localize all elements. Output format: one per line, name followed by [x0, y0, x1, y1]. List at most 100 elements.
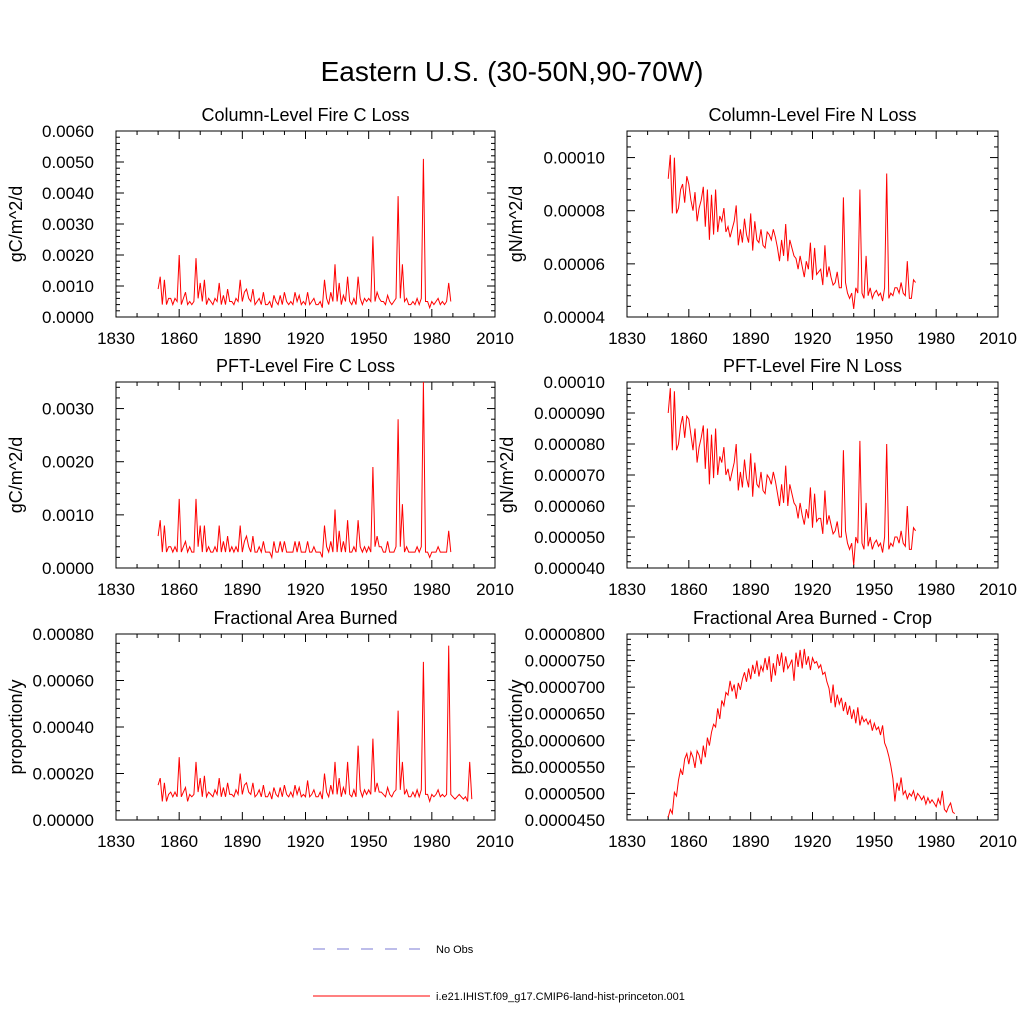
panel-title: Fractional Area Burned — [213, 608, 397, 628]
y-tick-label: 0.00006 — [544, 255, 605, 274]
page-title: Eastern U.S. (30-50N,90-70W) — [320, 56, 704, 87]
y-axis-label: gC/m^2/d — [6, 437, 26, 513]
y-axis-label: gN/m^2/d — [497, 437, 517, 513]
y-tick-label: 0.0000700 — [525, 678, 605, 697]
y-tick-label: 0.00010 — [544, 373, 605, 392]
y-tick-label: 0.0020 — [42, 246, 94, 265]
y-tick-label: 0.00020 — [33, 765, 94, 784]
x-tick-label: 1950 — [855, 580, 893, 599]
x-tick-label: 2010 — [979, 329, 1017, 348]
x-tick-label: 1950 — [350, 329, 388, 348]
x-tick-label: 1950 — [350, 832, 388, 851]
y-tick-label: 0.00000 — [33, 811, 94, 830]
data-series-line — [157, 158, 452, 310]
x-tick-label: 1920 — [794, 832, 832, 851]
y-tick-label: 0.0010 — [42, 277, 94, 296]
y-tick-label: 0.000070 — [534, 466, 605, 485]
data-series-line — [667, 154, 916, 310]
x-tick-label: 1980 — [917, 832, 955, 851]
x-tick-label: 1950 — [350, 580, 388, 599]
x-tick-label: 1890 — [223, 329, 261, 348]
x-tick-label: 1920 — [794, 580, 832, 599]
panel-title: PFT-Level Fire C Loss — [216, 356, 395, 376]
x-tick-label: 1860 — [160, 329, 198, 348]
x-tick-label: 1890 — [223, 580, 261, 599]
y-tick-label: 0.0060 — [42, 122, 94, 141]
x-tick-label: 1830 — [97, 832, 135, 851]
y-tick-label: 0.0030 — [42, 215, 94, 234]
x-tick-label: 1860 — [160, 580, 198, 599]
y-tick-label: 0.0000 — [42, 308, 94, 327]
x-tick-label: 1860 — [670, 329, 708, 348]
x-tick-label: 1830 — [97, 580, 135, 599]
data-series-line — [667, 388, 917, 565]
x-tick-label: 1980 — [413, 580, 451, 599]
y-tick-label: 0.00008 — [544, 202, 605, 221]
y-axis-label: gC/m^2/d — [6, 186, 26, 262]
x-tick-label: 1890 — [223, 832, 261, 851]
y-tick-label: 0.0050 — [42, 153, 94, 172]
x-tick-label: 1830 — [608, 329, 646, 348]
x-tick-label: 1830 — [608, 580, 646, 599]
y-tick-label: 0.0000800 — [525, 625, 605, 644]
panel-title: Fractional Area Burned - Crop — [693, 608, 932, 628]
panel-title: PFT-Level Fire N Loss — [723, 356, 902, 376]
y-tick-label: 0.0020 — [42, 453, 94, 472]
x-tick-label: 1890 — [732, 329, 770, 348]
x-tick-label: 1860 — [670, 580, 708, 599]
y-tick-label: 0.00080 — [33, 625, 94, 644]
panel-title: Column-Level Fire C Loss — [201, 105, 409, 125]
y-tick-label: 0.00004 — [544, 308, 605, 327]
x-tick-label: 1980 — [917, 329, 955, 348]
x-tick-label: 2010 — [476, 832, 514, 851]
y-tick-label: 0.000080 — [534, 435, 605, 454]
x-tick-label: 1920 — [794, 329, 832, 348]
y-axis-label: gN/m^2/d — [506, 186, 526, 262]
x-tick-label: 1980 — [917, 580, 955, 599]
x-tick-label: 2010 — [476, 329, 514, 348]
x-tick-label: 1860 — [670, 832, 708, 851]
legend-label-no-obs: No Obs — [436, 944, 474, 956]
y-tick-label: 0.0000750 — [525, 652, 605, 671]
x-tick-label: 1830 — [608, 832, 646, 851]
y-axis-label: proportion/y — [506, 679, 526, 774]
x-tick-label: 1830 — [97, 329, 135, 348]
x-tick-label: 1980 — [413, 329, 451, 348]
y-tick-label: 0.0000450 — [525, 811, 605, 830]
y-tick-label: 0.00040 — [33, 718, 94, 737]
x-tick-label: 2010 — [476, 580, 514, 599]
x-tick-label: 1890 — [732, 580, 770, 599]
x-tick-label: 1920 — [287, 832, 325, 851]
x-tick-label: 2010 — [979, 832, 1017, 851]
y-tick-label: 0.0000500 — [525, 784, 605, 803]
y-tick-label: 0.000040 — [534, 559, 605, 578]
panel-title: Column-Level Fire N Loss — [708, 105, 916, 125]
y-tick-label: 0.000050 — [534, 528, 605, 547]
y-tick-label: 0.000090 — [534, 404, 605, 423]
y-tick-label: 0.0000600 — [525, 731, 605, 750]
x-tick-label: 1950 — [855, 832, 893, 851]
legend-label-model: i.e21.IHIST.f09_g17.CMIP6-land-hist-prin… — [436, 991, 685, 1003]
y-tick-label: 0.0000650 — [525, 705, 605, 724]
y-tick-label: 0.0040 — [42, 184, 94, 203]
y-tick-label: 0.0000 — [42, 559, 94, 578]
data-series-line — [667, 648, 956, 818]
x-tick-label: 1920 — [287, 580, 325, 599]
x-tick-label: 1980 — [413, 832, 451, 851]
y-tick-label: 0.0010 — [42, 506, 94, 525]
y-tick-label: 0.0030 — [42, 400, 94, 419]
x-tick-label: 1890 — [732, 832, 770, 851]
y-tick-label: 0.00010 — [544, 149, 605, 168]
y-tick-label: 0.000060 — [534, 497, 605, 516]
data-series-line — [157, 381, 452, 560]
data-series-line — [157, 645, 473, 804]
y-tick-label: 0.00060 — [33, 672, 94, 691]
x-tick-label: 1920 — [287, 329, 325, 348]
x-tick-label: 2010 — [979, 580, 1017, 599]
x-tick-label: 1950 — [855, 329, 893, 348]
y-axis-label: proportion/y — [6, 679, 26, 774]
y-tick-label: 0.0000550 — [525, 758, 605, 777]
x-tick-label: 1860 — [160, 832, 198, 851]
